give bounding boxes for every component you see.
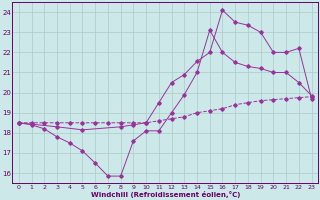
X-axis label: Windchill (Refroidissement éolien,°C): Windchill (Refroidissement éolien,°C) [91,191,240,198]
